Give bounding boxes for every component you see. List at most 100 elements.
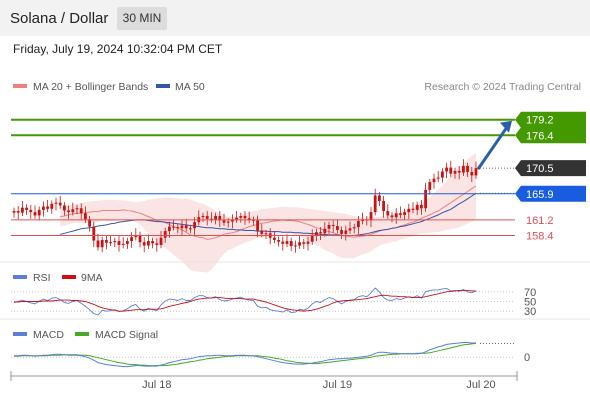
candle — [184, 218, 188, 232]
candle-body — [462, 165, 465, 173]
candle-body — [386, 211, 390, 216]
candle-body — [306, 241, 310, 244]
candle-body — [277, 239, 280, 242]
macd-tick-label: 0 — [524, 352, 530, 364]
candle — [373, 188, 377, 216]
candle — [315, 228, 318, 242]
legend-label-rsi: RSI — [33, 272, 51, 284]
candle-body — [222, 220, 226, 223]
candle-body — [420, 204, 423, 209]
candle — [369, 207, 373, 228]
candle — [462, 159, 465, 176]
candle — [302, 238, 306, 249]
candle-body — [63, 205, 66, 211]
candle — [289, 237, 293, 252]
candle-body — [163, 231, 167, 238]
price-levels: 179.2 176.4 170.5 165.9 161.2 158.4 — [11, 111, 586, 243]
candle — [142, 237, 146, 253]
candle — [256, 215, 259, 238]
legend-swatch-ma50 — [156, 84, 170, 88]
legend-label-ma50: MA 50 — [175, 81, 205, 93]
candle-body — [369, 212, 373, 221]
candle-body — [201, 216, 205, 218]
candle-body — [298, 242, 301, 246]
legend-label-rsi-ma: 9MA — [81, 272, 103, 284]
candle-body — [159, 237, 163, 245]
candle — [176, 223, 180, 234]
candle — [394, 208, 398, 224]
candle-body — [357, 221, 360, 228]
level-170-5-tag — [515, 160, 586, 177]
ma50-line — [60, 192, 477, 236]
level-158-4-label: 158.4 — [526, 231, 554, 243]
candle-body — [142, 242, 146, 246]
candle — [96, 233, 100, 251]
legend-label-macd-signal: MACD Signal — [95, 329, 158, 341]
forecast-arrow-head — [500, 120, 512, 133]
candle — [130, 232, 133, 248]
candle-body — [466, 165, 469, 173]
candle-body — [310, 236, 314, 242]
candle-body — [54, 202, 58, 204]
candle-body — [151, 241, 154, 244]
candle-body — [378, 195, 381, 201]
candle — [340, 226, 343, 239]
candle — [432, 173, 436, 189]
candle — [399, 206, 402, 219]
candle — [327, 221, 331, 234]
candle — [310, 229, 314, 245]
timeframe-badge[interactable]: 30 MIN — [117, 7, 167, 30]
candle — [151, 237, 154, 249]
candle — [306, 236, 310, 251]
candle — [445, 162, 448, 179]
candle-body — [67, 210, 70, 213]
candle-body — [92, 226, 96, 241]
candle-body — [373, 195, 377, 213]
legend-swatch-ma20 — [13, 84, 27, 88]
candle — [214, 212, 217, 225]
candle-body — [155, 243, 159, 245]
candle-body — [121, 243, 125, 245]
rsi-tick-label: 50 — [524, 297, 536, 309]
candle-body — [424, 189, 427, 209]
candle — [79, 203, 83, 220]
candle-body — [138, 234, 142, 243]
candle — [352, 223, 356, 234]
candle-body — [50, 203, 54, 209]
candle-body — [302, 242, 306, 244]
candle-body — [289, 241, 293, 247]
macd-signal-line — [14, 342, 477, 367]
candle — [428, 178, 432, 195]
candle-body — [352, 227, 356, 229]
candle-body — [285, 241, 289, 244]
chart-header: Solana / Dollar 30 MIN — [0, 0, 590, 36]
candle-body — [46, 206, 49, 209]
candle-body — [37, 209, 41, 216]
candle — [21, 200, 24, 217]
candle — [100, 236, 104, 253]
candle — [474, 161, 478, 179]
x-axis: Jul 18 Jul 19 Jul 20 — [10, 371, 518, 391]
price-legend: MA 20 + Bollinger Bands MA 50 — [13, 81, 205, 93]
candle — [29, 204, 33, 219]
candle — [403, 208, 406, 220]
candle — [247, 211, 251, 224]
candle — [420, 199, 423, 215]
candle-body — [403, 212, 406, 215]
candle — [205, 211, 209, 226]
candle — [382, 195, 385, 218]
candle-body — [331, 224, 335, 227]
candle-body — [394, 213, 398, 218]
candle — [407, 203, 411, 219]
candle-body — [457, 170, 461, 173]
candle — [235, 211, 238, 223]
candle-body — [470, 172, 474, 176]
candle — [411, 202, 415, 214]
candle-body — [176, 227, 180, 229]
rsi-tick-label: 30 — [524, 306, 536, 318]
candle — [453, 167, 457, 179]
level-179-2-tag — [515, 111, 586, 128]
candle-body — [218, 216, 222, 221]
candle-body — [130, 237, 133, 242]
